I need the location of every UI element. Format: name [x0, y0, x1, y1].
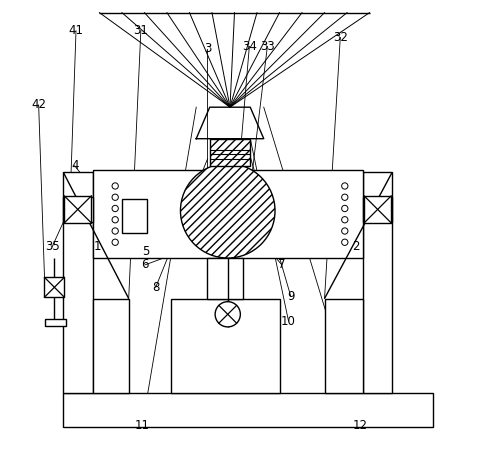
Text: 34: 34 [242, 40, 257, 53]
Circle shape [112, 228, 119, 234]
Bar [210, 139, 250, 166]
Text: 35: 35 [45, 240, 60, 253]
Text: 2: 2 [352, 240, 360, 253]
Text: 11: 11 [135, 419, 150, 433]
Text: 4: 4 [71, 159, 78, 172]
Bar [324, 299, 363, 393]
Circle shape [342, 228, 348, 234]
Text: 12: 12 [353, 419, 368, 433]
Text: 9: 9 [287, 290, 295, 303]
Circle shape [112, 239, 119, 246]
Bar [63, 197, 93, 222]
Text: 5: 5 [142, 245, 149, 258]
Bar [172, 299, 280, 393]
Bar [207, 258, 244, 299]
Text: 1: 1 [93, 240, 101, 253]
Bar [93, 299, 128, 393]
Bar [364, 196, 391, 223]
Bar [63, 173, 93, 393]
Text: 7: 7 [278, 258, 286, 271]
Circle shape [112, 205, 119, 212]
Circle shape [342, 239, 348, 246]
Text: 32: 32 [333, 31, 348, 44]
Circle shape [215, 302, 241, 327]
Bar [63, 393, 433, 427]
Circle shape [112, 183, 119, 189]
Text: 41: 41 [68, 24, 83, 37]
Text: 33: 33 [260, 40, 275, 53]
Text: 8: 8 [152, 281, 159, 294]
Circle shape [342, 205, 348, 212]
Circle shape [112, 194, 119, 200]
Text: 31: 31 [133, 24, 148, 37]
Circle shape [181, 164, 275, 258]
Circle shape [112, 217, 119, 223]
Text: 6: 6 [141, 258, 149, 271]
Circle shape [342, 183, 348, 189]
Circle shape [342, 217, 348, 223]
Bar [45, 277, 64, 297]
Bar [64, 196, 91, 223]
Circle shape [342, 194, 348, 200]
Bar [363, 173, 392, 393]
Bar [93, 170, 363, 258]
Bar [46, 319, 65, 326]
Text: 3: 3 [204, 42, 211, 55]
Bar [122, 199, 147, 233]
Text: 10: 10 [281, 314, 296, 328]
Bar [363, 197, 392, 222]
Text: 42: 42 [31, 98, 46, 111]
